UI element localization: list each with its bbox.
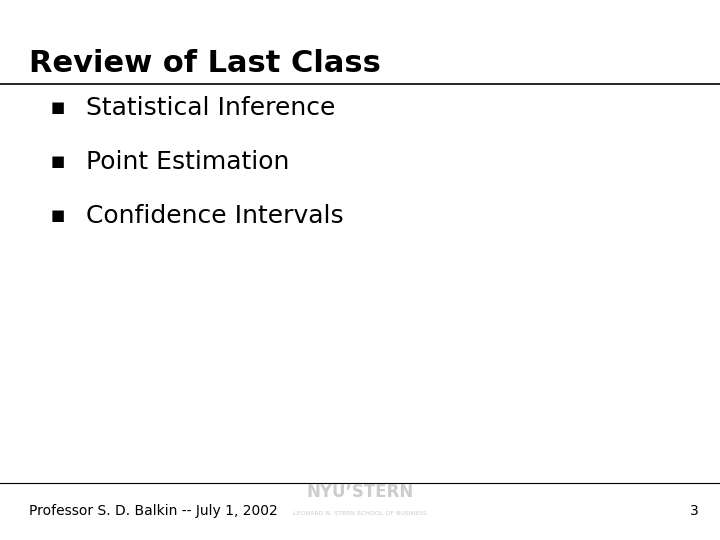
Text: ■: ■ (50, 154, 65, 170)
Text: LEONARD N. STERN SCHOOL OF BUSINESS: LEONARD N. STERN SCHOOL OF BUSINESS (293, 511, 427, 516)
Text: Point Estimation: Point Estimation (86, 150, 289, 174)
Text: Statistical Inference: Statistical Inference (86, 96, 336, 120)
Text: Professor S. D. Balkin -- July 1, 2002: Professor S. D. Balkin -- July 1, 2002 (29, 504, 277, 518)
Text: 3: 3 (690, 504, 698, 518)
Text: Review of Last Class: Review of Last Class (29, 49, 381, 78)
Text: ■: ■ (50, 100, 65, 116)
Text: Confidence Intervals: Confidence Intervals (86, 204, 344, 228)
Text: ■: ■ (50, 208, 65, 224)
Text: NYU’STERN: NYU’STERN (307, 483, 413, 501)
